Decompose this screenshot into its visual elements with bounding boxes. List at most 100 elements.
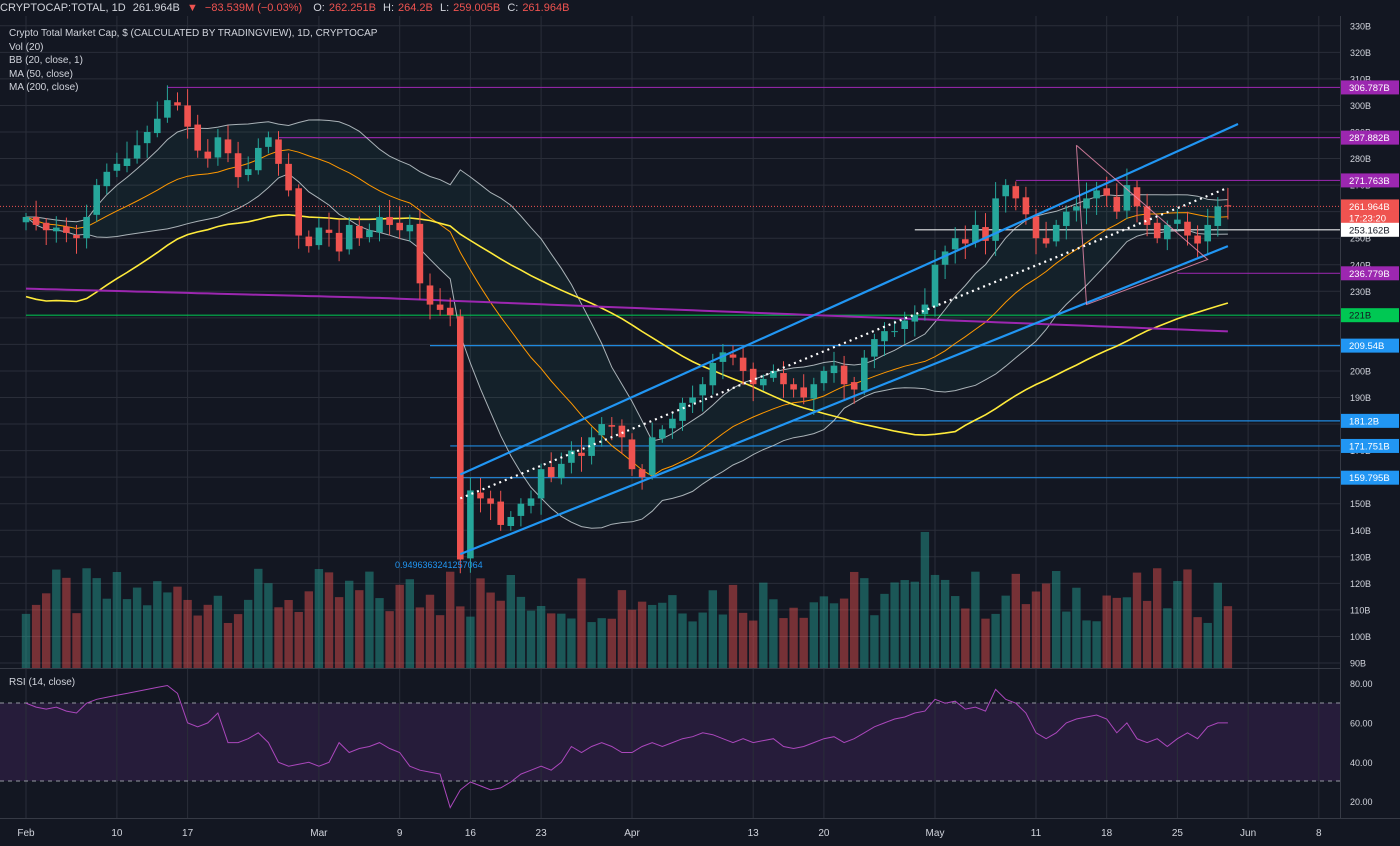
price-tag-box <box>1341 211 1399 226</box>
annotation-value: 0.9496363241257064 <box>395 560 483 570</box>
volume-bar <box>870 615 879 668</box>
candle-body <box>1052 224 1060 242</box>
volume-bar <box>395 584 404 668</box>
legend-vol[interactable]: Vol (20) <box>9 41 44 53</box>
volume-bar <box>839 598 849 668</box>
volume-bar <box>688 621 697 668</box>
time-tick-label: 16 <box>465 828 477 839</box>
price-tick-label: 320B <box>1350 48 1371 58</box>
time-tick-label: 17 <box>182 828 194 839</box>
volume-bar <box>940 579 950 668</box>
candle-body <box>42 222 50 231</box>
time-axis[interactable]: Feb 10 17 Mar 9 16 23 Apr 13 20 May 11 18 25 Jun 8 <box>17 828 1322 839</box>
candle-body <box>1174 219 1181 224</box>
time-tick-label: 23 <box>536 828 548 839</box>
volume-bar <box>1031 591 1041 668</box>
rsi-legend[interactable]: RSI (14, close) <box>9 677 76 688</box>
candle-body <box>1063 211 1070 226</box>
volume-bar <box>880 593 889 668</box>
volume-bar <box>658 602 667 668</box>
price-tag-label: 221B <box>1349 311 1371 322</box>
volume-bar <box>365 571 374 668</box>
candle-body <box>1164 224 1171 240</box>
low-label: L: <box>439 2 450 14</box>
legend-ma200[interactable]: MA (200, close) <box>9 82 79 93</box>
candle-body <box>800 387 807 398</box>
candle-body <box>921 304 929 315</box>
candle-body <box>618 425 626 438</box>
volume-bar <box>718 614 728 668</box>
price-tag-label: 271.763B <box>1349 176 1390 187</box>
volume-bar <box>233 614 243 668</box>
volume-bar <box>678 613 687 668</box>
volume-bar <box>961 608 970 668</box>
price-tick-label: 90B <box>1350 659 1366 669</box>
candle-body <box>224 139 232 154</box>
candle-body <box>1123 185 1131 211</box>
volume-bar <box>627 609 637 668</box>
rsi-tick-label: 60.00 <box>1350 718 1373 728</box>
candle-body <box>992 198 999 241</box>
volume-bar <box>92 578 101 668</box>
volume-bar <box>587 622 596 668</box>
volume-bar <box>890 582 899 668</box>
high-value: 264.2B <box>398 2 433 14</box>
volume-bar <box>1153 568 1162 668</box>
volume-bar <box>779 618 788 668</box>
candle-body <box>194 124 201 151</box>
volume-bar <box>405 579 414 668</box>
volume-bar <box>1102 595 1111 668</box>
price-tag-label: 171.751B <box>1349 441 1390 452</box>
volume-bar <box>668 595 677 668</box>
candle-body <box>820 370 828 384</box>
price-tick-label: 120B <box>1350 579 1371 589</box>
price-tag-label: 181.2B <box>1349 416 1379 427</box>
candle-body <box>93 185 100 215</box>
price-tag-box <box>1341 266 1399 281</box>
volume-bar <box>567 618 576 668</box>
candle-body <box>1143 206 1151 225</box>
symbol-name[interactable]: CRYPTOCAP:TOTAL, 1D <box>0 2 126 14</box>
price-tick-label: 230B <box>1350 287 1371 297</box>
candle-body <box>1002 185 1009 197</box>
legend-title: Crypto Total Market Cap, $ (CALCULATED B… <box>9 28 378 39</box>
candle-body <box>467 490 474 559</box>
volume-bar <box>526 610 536 668</box>
open-label: O: <box>313 2 325 14</box>
candle-body <box>487 498 494 504</box>
candle-body <box>689 397 696 403</box>
volume-bar <box>375 598 384 668</box>
price-tick-label: 140B <box>1350 526 1371 536</box>
candle-body <box>558 463 565 479</box>
volume-bar <box>1052 571 1061 668</box>
volume-bar <box>577 578 586 668</box>
candle-body <box>103 171 111 187</box>
price-tag: 221B <box>1341 308 1399 323</box>
candle-body <box>214 137 222 158</box>
rsi-axis[interactable]: 80.00 60.00 40.00 20.00 <box>1350 679 1373 807</box>
volume-bar <box>264 583 273 668</box>
volume-bar <box>163 592 172 668</box>
volume-bar <box>991 613 1000 668</box>
price-tick-label: 280B <box>1350 154 1371 164</box>
legend-bb[interactable]: BB (20, close, 1) <box>9 55 83 66</box>
candle-body <box>366 230 373 238</box>
volume-bar <box>829 603 839 668</box>
candle-body <box>962 239 969 244</box>
candle-body <box>426 285 434 305</box>
candle-body <box>608 425 616 427</box>
time-tick-label: 9 <box>397 828 403 839</box>
chart-background <box>0 16 1340 818</box>
candle-body <box>780 373 787 385</box>
candle-body <box>305 236 313 247</box>
candle-body <box>972 224 979 243</box>
candle-body <box>840 365 848 385</box>
volume-bar <box>173 586 182 668</box>
volume-bar <box>183 599 192 668</box>
legend-ma50[interactable]: MA (50, close) <box>9 68 73 80</box>
candle-body <box>578 452 585 456</box>
volume-bar <box>749 620 758 668</box>
candle-body <box>83 216 90 239</box>
price-tag-box <box>1341 413 1399 428</box>
